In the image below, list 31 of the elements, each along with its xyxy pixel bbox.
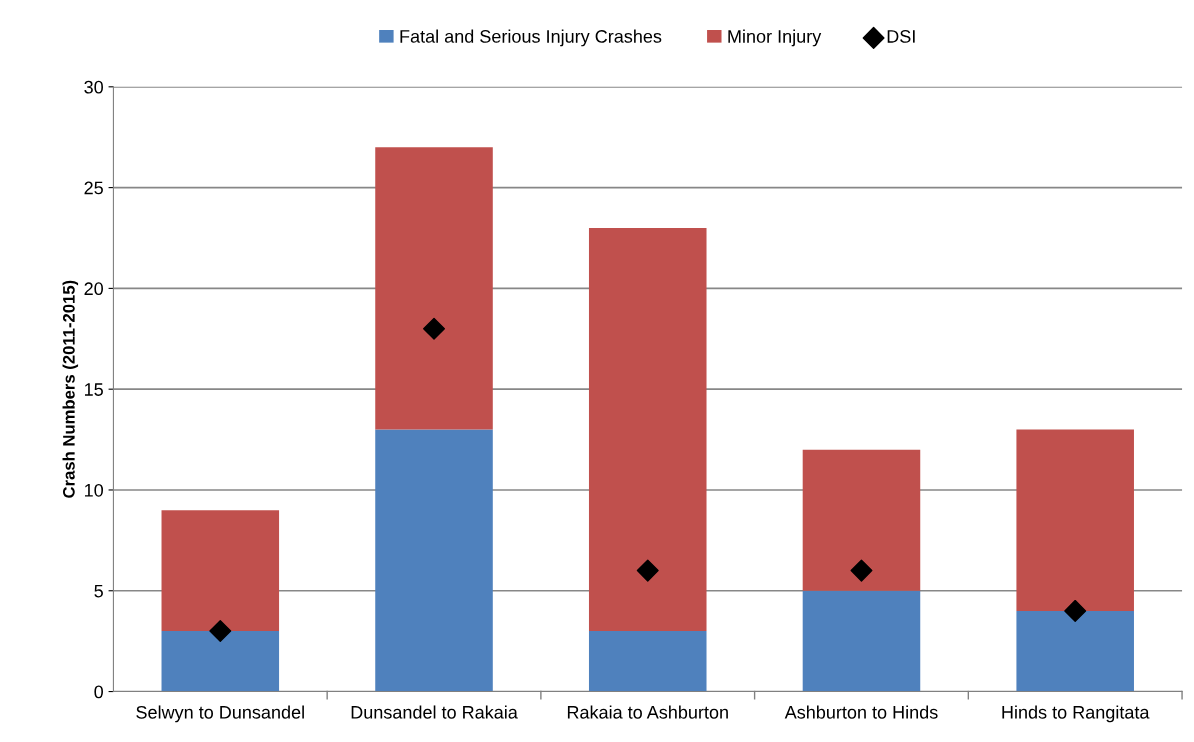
bar: [375, 429, 493, 692]
x-tick-label: Selwyn to Dunsandel: [136, 705, 304, 723]
point: [1064, 599, 1087, 622]
legend-label: Minor Injury: [728, 29, 822, 47]
y-tick-label: 15: [85, 383, 103, 396]
x-tick-label: Dunsandel to Rakaia: [351, 705, 518, 719]
bar: [375, 147, 493, 430]
bar: [588, 631, 707, 692]
y-tick-label: 0: [94, 685, 103, 699]
y-tick-label: 25: [84, 181, 103, 195]
legend-label: Fatal and Serious Injury Crashes: [400, 29, 662, 47]
point: [209, 620, 232, 643]
point: [423, 317, 446, 340]
x-tick-label: Hinds to Rangitata: [1002, 705, 1150, 723]
bar: [802, 590, 921, 692]
bar: [1016, 610, 1134, 692]
legend-label: DSI: [887, 30, 915, 43]
bar: [1016, 429, 1134, 611]
y-tick-label: 20: [84, 282, 103, 296]
bar: [161, 510, 280, 632]
y-tick-label: 10: [85, 483, 103, 497]
bar: [161, 631, 280, 692]
y-axis-title: Crash Numbers (2011-2015): [62, 280, 79, 498]
x-tick-label: Rakaia to Ashburton: [567, 705, 728, 719]
y-tick-label: 30: [84, 80, 103, 94]
y-tick-label: 5: [94, 584, 103, 598]
point: [850, 559, 873, 582]
point: [636, 559, 659, 582]
bar: [588, 227, 707, 632]
x-tick-label: Ashburton to Hinds: [784, 705, 938, 719]
bar: [802, 449, 921, 591]
